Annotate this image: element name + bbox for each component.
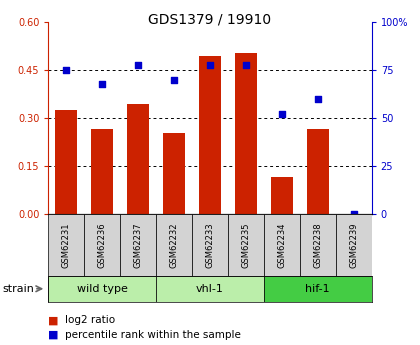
Bar xyxy=(235,53,257,214)
Text: GSM62234: GSM62234 xyxy=(277,222,286,268)
Text: strain: strain xyxy=(2,284,34,294)
Text: GSM62239: GSM62239 xyxy=(349,222,358,268)
Bar xyxy=(307,129,328,214)
Text: GSM62235: GSM62235 xyxy=(241,222,250,268)
Bar xyxy=(55,110,77,214)
Point xyxy=(207,62,213,67)
Bar xyxy=(271,177,293,214)
Bar xyxy=(192,214,228,276)
Text: GSM62233: GSM62233 xyxy=(205,222,215,268)
Bar xyxy=(300,214,336,276)
Text: wild type: wild type xyxy=(77,284,128,294)
Bar xyxy=(120,214,156,276)
Text: ■: ■ xyxy=(48,315,59,325)
Point xyxy=(278,111,285,117)
Bar xyxy=(127,104,149,214)
Text: GSM62238: GSM62238 xyxy=(313,222,322,268)
Text: GSM62236: GSM62236 xyxy=(98,222,107,268)
Text: GSM62232: GSM62232 xyxy=(170,222,178,268)
Bar xyxy=(163,132,185,214)
Text: GSM62231: GSM62231 xyxy=(62,222,71,268)
Bar xyxy=(336,214,372,276)
Point xyxy=(135,62,142,67)
Bar xyxy=(228,214,264,276)
Text: vhl-1: vhl-1 xyxy=(196,284,224,294)
Bar xyxy=(48,214,84,276)
Bar xyxy=(156,214,192,276)
Text: GDS1379 / 19910: GDS1379 / 19910 xyxy=(148,12,272,26)
Bar xyxy=(264,276,372,302)
Point xyxy=(243,62,249,67)
Text: hif-1: hif-1 xyxy=(305,284,330,294)
Text: GSM62237: GSM62237 xyxy=(134,222,143,268)
Point xyxy=(350,211,357,217)
Point xyxy=(171,77,177,82)
Bar xyxy=(48,276,156,302)
Text: ■: ■ xyxy=(48,330,59,339)
Point xyxy=(99,81,105,87)
Bar xyxy=(264,214,300,276)
Text: log2 ratio: log2 ratio xyxy=(65,315,115,325)
Bar xyxy=(84,214,120,276)
Point xyxy=(63,68,70,73)
Text: percentile rank within the sample: percentile rank within the sample xyxy=(65,330,241,339)
Point xyxy=(315,96,321,102)
Bar xyxy=(92,129,113,214)
Bar xyxy=(156,276,264,302)
Bar xyxy=(199,56,221,214)
